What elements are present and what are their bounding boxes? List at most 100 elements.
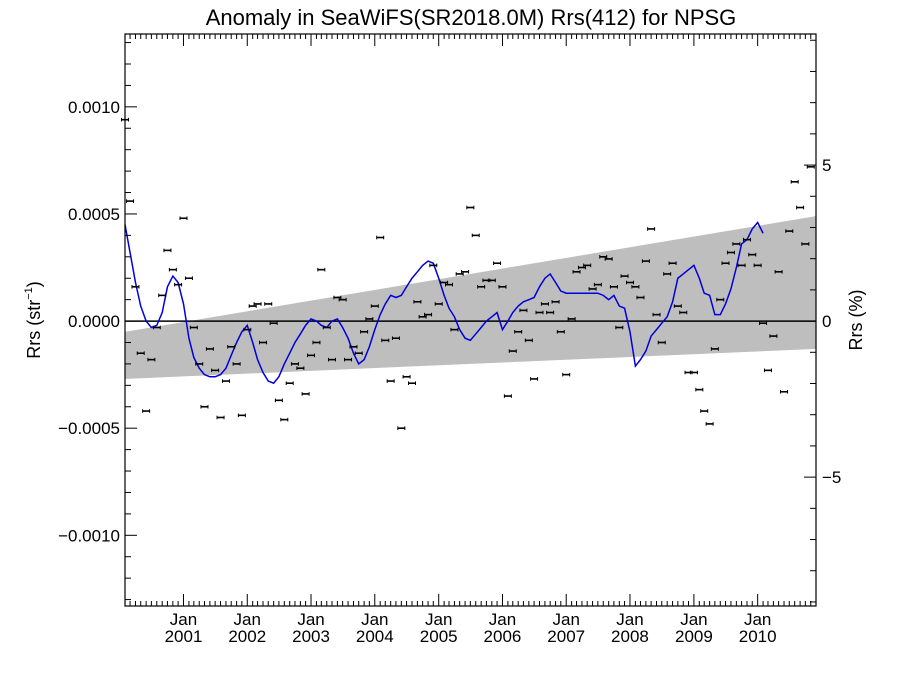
data-point (450, 327, 459, 332)
left-tick-label: 0.0000 (68, 312, 120, 331)
data-point (174, 282, 183, 287)
data-point (487, 278, 496, 283)
data-point (253, 302, 262, 306)
data-point (498, 284, 507, 289)
data-point (753, 263, 762, 268)
data-point (732, 242, 741, 246)
data-point (567, 317, 576, 321)
data-point (290, 362, 299, 366)
data-point (620, 274, 629, 278)
x-tick-month-label: Jan (553, 610, 580, 629)
data-point (785, 229, 794, 233)
x-axis: Jan2001Jan2002Jan2003Jan2004Jan2005Jan20… (124, 34, 817, 646)
data-point (647, 227, 656, 231)
data-point (274, 398, 283, 403)
data-point (200, 404, 209, 409)
data-point (657, 340, 666, 345)
data-point (679, 310, 688, 315)
data-point (365, 317, 374, 321)
data-point (551, 299, 560, 304)
right-axis: 5 0 −5 (804, 39, 841, 603)
data-point (503, 394, 512, 398)
data-point (322, 325, 331, 330)
data-point (264, 302, 273, 306)
data-point (381, 338, 390, 343)
x-tick-month-label: Jan (425, 610, 452, 629)
data-point (466, 205, 475, 210)
data-point (535, 310, 544, 315)
data-point (296, 366, 305, 371)
left-tick-label: 0.0005 (68, 205, 120, 224)
left-tick-label: −0.0010 (58, 526, 120, 545)
data-point (391, 336, 400, 341)
data-point (216, 415, 225, 420)
data-point (136, 351, 145, 356)
x-tick-year-label: 2001 (165, 627, 203, 646)
data-point (641, 259, 650, 263)
data-point (700, 409, 709, 413)
data-point (673, 304, 682, 308)
data-point (524, 338, 533, 343)
data-point (593, 282, 602, 287)
x-tick-month-label: Jan (680, 610, 707, 629)
data-point (269, 321, 278, 326)
data-point (556, 329, 565, 334)
data-point (333, 295, 342, 300)
x-tick-month-label: Jan (489, 610, 516, 629)
data-point (301, 392, 310, 396)
data-point (508, 349, 517, 353)
data-point (604, 257, 613, 261)
data-point (689, 370, 698, 375)
x-tick-year-label: 2004 (356, 627, 394, 646)
data-point (726, 250, 735, 255)
right-tick-label: 5 (822, 156, 831, 175)
x-tick-year-label: 2008 (611, 627, 649, 646)
data-point (796, 205, 805, 210)
data-point (184, 276, 193, 281)
data-point (806, 165, 815, 169)
smoothed-anomaly-line (124, 221, 764, 385)
right-tick-label: −5 (822, 468, 841, 487)
data-point (424, 312, 433, 317)
plot-area (121, 117, 816, 430)
x-tick-month-label: Jan (361, 610, 388, 629)
data-point (221, 379, 230, 383)
data-point (780, 389, 789, 394)
y-axis-label-left-main: Rrs (str (24, 300, 44, 359)
data-point (307, 353, 316, 358)
data-point (493, 261, 502, 266)
data-point (354, 351, 363, 356)
right-tick-label: 0 (822, 312, 831, 331)
x-tick-year-label: 2007 (547, 627, 585, 646)
data-point (418, 314, 427, 319)
data-point (142, 409, 151, 413)
data-point (349, 344, 358, 349)
data-point (413, 299, 422, 304)
data-point (158, 293, 167, 298)
y-axis-label-left-sup: −1 (23, 287, 35, 300)
data-point (663, 272, 672, 276)
x-tick-month-label: Jan (234, 610, 261, 629)
data-point (317, 267, 326, 272)
data-point (588, 287, 597, 291)
data-point (338, 297, 347, 302)
data-point (168, 267, 177, 272)
data-point (147, 357, 156, 362)
data-point (248, 304, 257, 308)
left-axis: 0.0010 0.0005 0.0000 −0.0005 −0.0010 (58, 42, 137, 601)
data-point (397, 426, 406, 430)
data-point (748, 252, 757, 257)
data-point (636, 295, 645, 300)
data-point (327, 357, 336, 362)
data-point (205, 347, 214, 351)
data-point (195, 362, 204, 366)
data-point (280, 417, 289, 422)
x-tick-year-label: 2010 (739, 627, 777, 646)
x-tick-month-label: Jan (297, 610, 324, 629)
data-point (189, 325, 198, 330)
data-point (562, 372, 571, 377)
data-point (126, 199, 135, 203)
x-tick-month-label: Jan (170, 610, 197, 629)
data-point (312, 340, 321, 345)
x-tick-year-label: 2005 (420, 627, 458, 646)
